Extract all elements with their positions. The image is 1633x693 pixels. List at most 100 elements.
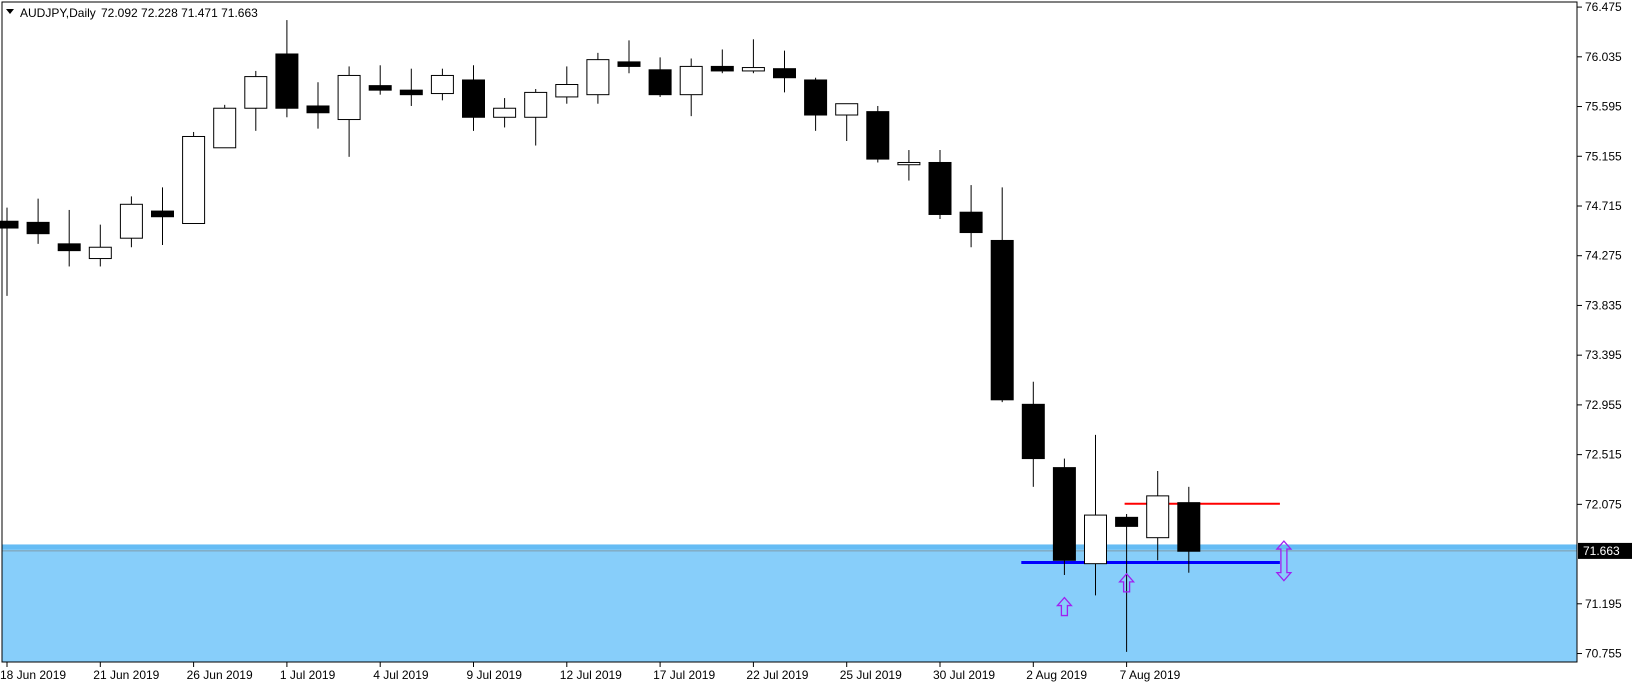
candle bbox=[586, 52, 610, 104]
demand-zone bbox=[2, 544, 1577, 662]
bull-candle-body bbox=[119, 203, 143, 239]
candle bbox=[804, 77, 828, 131]
candle bbox=[1115, 513, 1139, 652]
y-tick-label: 74.715 bbox=[1585, 199, 1622, 213]
x-tick-label: 25 Jul 2019 bbox=[840, 668, 902, 682]
candle bbox=[1052, 458, 1076, 575]
y-tick-label: 72.515 bbox=[1585, 448, 1622, 462]
bull-candle-body bbox=[244, 76, 268, 109]
candle bbox=[0, 207, 19, 296]
bull-candle-body bbox=[586, 59, 610, 96]
candle bbox=[928, 150, 952, 219]
price-axis: 76.475 76.035 75.595 75.155 74.715 74.275 73.8… bbox=[1577, 0, 1632, 661]
candle bbox=[710, 49, 734, 74]
bull-candle-body bbox=[679, 65, 703, 96]
bear-candle-body bbox=[648, 69, 672, 96]
bear-candle-body bbox=[57, 243, 81, 252]
candle bbox=[430, 68, 454, 101]
candle bbox=[524, 89, 548, 146]
bear-candle-body bbox=[0, 220, 19, 229]
candle bbox=[57, 209, 81, 267]
x-tick-label: 9 Jul 2019 bbox=[467, 668, 523, 682]
x-tick-label: 26 Jun 2019 bbox=[187, 668, 253, 682]
bear-candle-body bbox=[368, 85, 392, 91]
bull-candle-body bbox=[88, 246, 112, 260]
bear-candle-body bbox=[1177, 502, 1201, 552]
x-tick-label: 21 Jun 2019 bbox=[93, 668, 159, 682]
x-tick-label: 22 Jul 2019 bbox=[746, 668, 808, 682]
y-tick-label: 71.195 bbox=[1585, 597, 1622, 611]
bull-candle-body bbox=[741, 67, 765, 72]
bear-candle-body bbox=[1115, 516, 1139, 527]
bear-candle-body bbox=[1052, 467, 1076, 561]
x-tick-label: 2 Aug 2019 bbox=[1026, 668, 1087, 682]
candle bbox=[1146, 471, 1170, 561]
bear-candle-body bbox=[399, 89, 423, 96]
candle bbox=[897, 150, 921, 181]
candle bbox=[306, 82, 330, 129]
y-tick-label: 74.275 bbox=[1585, 249, 1622, 263]
y-tick-label: 76.475 bbox=[1585, 0, 1622, 14]
bull-candle-body bbox=[182, 135, 206, 225]
bear-candle-body bbox=[959, 211, 983, 234]
menu-triangle-icon[interactable] bbox=[6, 9, 14, 14]
plot-frame bbox=[1, 1, 1578, 663]
symbol-timeframe: AUDJPY,Daily bbox=[20, 6, 96, 20]
y-tick-label: 72.955 bbox=[1585, 398, 1622, 412]
price-tag-bg bbox=[1578, 542, 1632, 559]
double-arrow-icon[interactable] bbox=[1275, 540, 1293, 582]
x-tick-label: 1 Jul 2019 bbox=[280, 668, 336, 682]
bull-candle-body bbox=[897, 161, 921, 166]
up-arrow-icon[interactable] bbox=[1118, 572, 1136, 593]
bull-candle-body bbox=[213, 107, 237, 149]
candle bbox=[213, 104, 237, 149]
bear-candle-body bbox=[1021, 403, 1045, 460]
bear-candle-body bbox=[617, 61, 641, 67]
candle bbox=[244, 70, 268, 131]
candle bbox=[555, 66, 579, 104]
candles-layer bbox=[0, 20, 1201, 652]
candle bbox=[151, 187, 174, 245]
y-tick-label: 76.035 bbox=[1585, 50, 1622, 64]
bear-candle-body bbox=[866, 111, 890, 160]
bull-candle-body bbox=[524, 91, 548, 118]
bear-candle-body bbox=[710, 65, 734, 72]
ohlc-values: 72.092 72.228 71.471 71.663 bbox=[101, 6, 258, 20]
y-tick-label: 75.155 bbox=[1585, 149, 1622, 163]
candle bbox=[1021, 381, 1045, 487]
time-axis: 18 Jun 2019 21 Jun 2019 26 Jun 2019 1 Jul 2… bbox=[0, 662, 1181, 682]
x-tick-label: 12 Jul 2019 bbox=[560, 668, 622, 682]
candle bbox=[368, 65, 392, 95]
x-tick-label: 4 Jul 2019 bbox=[373, 668, 429, 682]
candle bbox=[866, 105, 890, 163]
y-tick-label: 70.755 bbox=[1585, 647, 1622, 661]
up-arrow-icon[interactable] bbox=[1055, 596, 1073, 617]
x-tick-label: 17 Jul 2019 bbox=[653, 668, 715, 682]
bear-candle-body bbox=[773, 68, 796, 79]
bull-candle-body bbox=[1084, 514, 1107, 565]
candle bbox=[337, 66, 361, 157]
candle bbox=[493, 98, 517, 128]
y-tick-label: 75.595 bbox=[1585, 100, 1622, 114]
candle bbox=[182, 131, 206, 225]
x-tick-label: 18 Jun 2019 bbox=[0, 668, 66, 682]
candle bbox=[835, 103, 859, 142]
candle bbox=[1084, 434, 1107, 596]
chart-header: AUDJPY,Daily 72.092 72.228 71.471 71.663 bbox=[6, 6, 258, 20]
y-tick-label: 72.075 bbox=[1585, 497, 1622, 511]
y-tick-label: 73.835 bbox=[1585, 298, 1622, 312]
bull-candle-body bbox=[1146, 495, 1170, 539]
candle bbox=[399, 68, 423, 106]
bear-candle-body bbox=[26, 221, 50, 235]
demand-zone-edge bbox=[2, 544, 1577, 550]
bear-candle-body bbox=[306, 105, 330, 114]
y-tick-label: 73.395 bbox=[1585, 348, 1622, 362]
candle bbox=[462, 65, 485, 131]
bull-candle-body bbox=[430, 74, 454, 95]
bear-candle-body bbox=[990, 239, 1014, 401]
candle bbox=[648, 57, 672, 97]
bear-candle-body bbox=[275, 53, 299, 109]
candle bbox=[679, 58, 703, 117]
candle bbox=[959, 185, 983, 248]
